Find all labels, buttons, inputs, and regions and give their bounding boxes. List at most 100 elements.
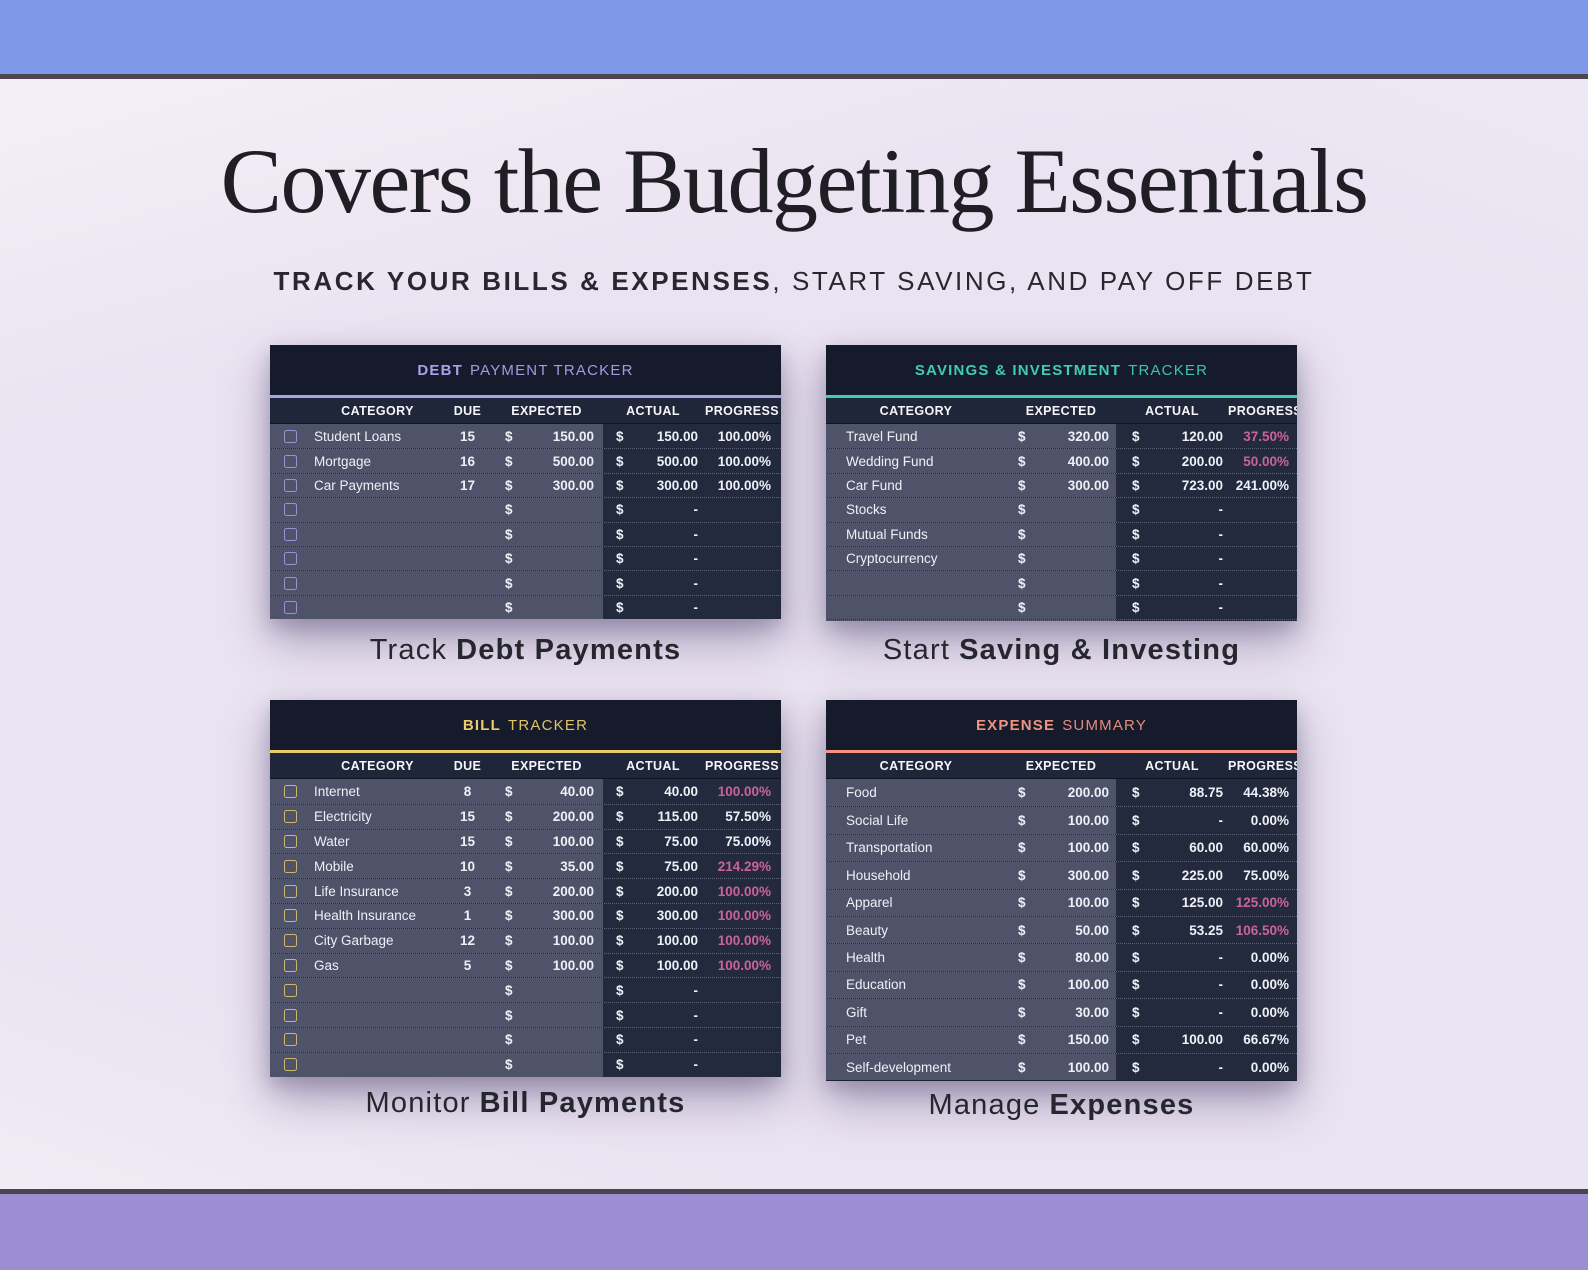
expected-value: 300.00 xyxy=(552,908,594,924)
actual-value: - xyxy=(693,502,699,518)
actual-value: - xyxy=(693,599,699,615)
header-cell-actual: ACTUAL xyxy=(626,758,680,773)
cell-expected: $ xyxy=(490,1003,603,1027)
row-checkbox[interactable] xyxy=(283,909,297,923)
cell-actual: $- xyxy=(1116,944,1228,970)
actual-value: 100.00 xyxy=(1181,1032,1223,1048)
cell-expected: $ xyxy=(1006,571,1116,595)
actual-value: 75.00 xyxy=(664,833,698,849)
cell-category: Mutual Funds xyxy=(826,522,1006,546)
row-checkbox[interactable] xyxy=(283,983,297,997)
cell-expected: $150.00 xyxy=(1006,1026,1116,1053)
row-checkbox[interactable] xyxy=(283,958,297,972)
row-checkbox[interactable] xyxy=(283,429,297,443)
cell-due: 1 xyxy=(445,903,490,928)
cell-actual: $500.00 xyxy=(603,449,703,472)
cell-actual: $- xyxy=(603,498,703,521)
row-checkbox[interactable] xyxy=(283,552,297,566)
actual-value: 300.00 xyxy=(656,477,698,493)
cell-due: 10 xyxy=(445,854,490,879)
row-checkbox[interactable] xyxy=(283,600,297,614)
dollar-sign: $ xyxy=(1018,477,1026,493)
row-checkbox[interactable] xyxy=(283,503,297,517)
row-checkbox[interactable] xyxy=(283,478,297,492)
cell-category: Cryptocurrency xyxy=(826,546,1006,571)
expected-value: 300.00 xyxy=(552,477,594,493)
cell-progress: 44.38% xyxy=(1243,785,1289,801)
row-checkbox[interactable] xyxy=(283,454,297,468)
cell-category: Wedding Fund xyxy=(826,449,1006,473)
dollar-sign: $ xyxy=(505,1007,513,1023)
dollar-sign: $ xyxy=(1132,785,1140,801)
actual-value: 225.00 xyxy=(1181,867,1223,883)
cell-due xyxy=(445,571,490,595)
dollar-sign: $ xyxy=(616,1057,624,1073)
cell-actual: $- xyxy=(603,523,703,546)
row-checkbox[interactable] xyxy=(283,784,297,798)
cell-progress xyxy=(703,498,781,521)
cell-actual: $88.75 xyxy=(1116,779,1228,806)
row-checkbox[interactable] xyxy=(283,1033,297,1047)
table-row: $$- xyxy=(270,977,781,1003)
cell-progress: 100.00% xyxy=(717,783,771,799)
cell-category xyxy=(310,1027,445,1052)
row-checkbox[interactable] xyxy=(283,884,297,898)
cell-actual: $125.00 xyxy=(1116,890,1228,916)
cell-actual: $- xyxy=(603,978,703,1002)
table-row: Student Loans 15 $150.00 $150.00 100.00% xyxy=(270,424,781,449)
table-row: Pet $150.00 $100.00 66.67% xyxy=(826,1025,1297,1053)
actual-value: - xyxy=(693,551,699,567)
cell-actual: $723.00 xyxy=(1116,474,1228,497)
table-row: Car Fund $300.00 $723.00 241.00% xyxy=(826,472,1297,498)
actual-value: 100.00 xyxy=(656,933,698,949)
row-checkbox[interactable] xyxy=(283,834,297,848)
row-checkbox[interactable] xyxy=(283,859,297,873)
row-checkbox[interactable] xyxy=(283,934,297,948)
checkbox-cell xyxy=(270,879,310,903)
dollar-sign: $ xyxy=(616,833,624,849)
cell-progress xyxy=(1228,620,1297,621)
row-checkbox[interactable] xyxy=(283,1008,297,1022)
bill-tracker-table: BILL TRACKER CATEGORY DUE EXPECTED ACTUAL PRO… xyxy=(270,700,781,1077)
cell-actual: $- xyxy=(603,1028,703,1052)
cell-expected: $ xyxy=(1006,498,1116,522)
table-row: Beauty $50.00 $53.25 106.50% xyxy=(826,915,1297,944)
checkbox-cell xyxy=(270,928,310,953)
dollar-sign: $ xyxy=(616,502,624,518)
table-row: Mortgage 16 $500.00 $500.00 100.00% xyxy=(270,448,781,473)
dollar-sign: $ xyxy=(1132,867,1140,883)
dollar-sign: $ xyxy=(616,933,624,949)
expected-value: 100.00 xyxy=(1067,895,1109,911)
cell-progress xyxy=(703,1053,781,1077)
row-checkbox[interactable] xyxy=(283,810,297,824)
dollar-sign: $ xyxy=(616,982,624,998)
cell-expected: $ xyxy=(490,1052,603,1077)
actual-value: - xyxy=(1218,1004,1224,1020)
dollar-sign: $ xyxy=(505,809,513,825)
dollar-sign: $ xyxy=(1132,813,1140,829)
cell-category: Self-development xyxy=(826,1053,1006,1081)
row-checkbox[interactable] xyxy=(283,527,297,541)
dollar-sign: $ xyxy=(505,526,513,542)
caption-bill: Monitor Bill Payments xyxy=(270,1087,781,1120)
dollar-sign: $ xyxy=(1018,950,1026,966)
cell-category: Education xyxy=(826,971,1006,999)
expected-value: 30.00 xyxy=(1075,1004,1109,1020)
cell-due: 8 xyxy=(445,779,490,804)
table-title-bold: DEBT xyxy=(417,361,464,379)
row-checkbox[interactable] xyxy=(283,1058,297,1072)
cell-category: Health xyxy=(826,944,1006,971)
expected-value: 300.00 xyxy=(1067,867,1109,883)
header-cell-category: CATEGORY xyxy=(341,403,414,418)
cell-actual: $75.00 xyxy=(603,854,703,878)
cell-actual: $- xyxy=(1116,972,1228,998)
caption-bold: Bill Payments xyxy=(479,1087,686,1119)
table-row: Education $100.00 $ -0.00% xyxy=(826,970,1297,999)
row-checkbox[interactable] xyxy=(283,576,297,590)
subtitle-regular-segment: , START SAVING, AND PAY OFF DEBT xyxy=(772,266,1315,296)
cell-due xyxy=(445,522,490,546)
accent-underline xyxy=(826,750,1297,753)
cell-progress xyxy=(1228,523,1297,546)
table-title-bar: EXPENSE SUMMARY xyxy=(826,700,1297,750)
actual-value: 200.00 xyxy=(656,883,698,899)
